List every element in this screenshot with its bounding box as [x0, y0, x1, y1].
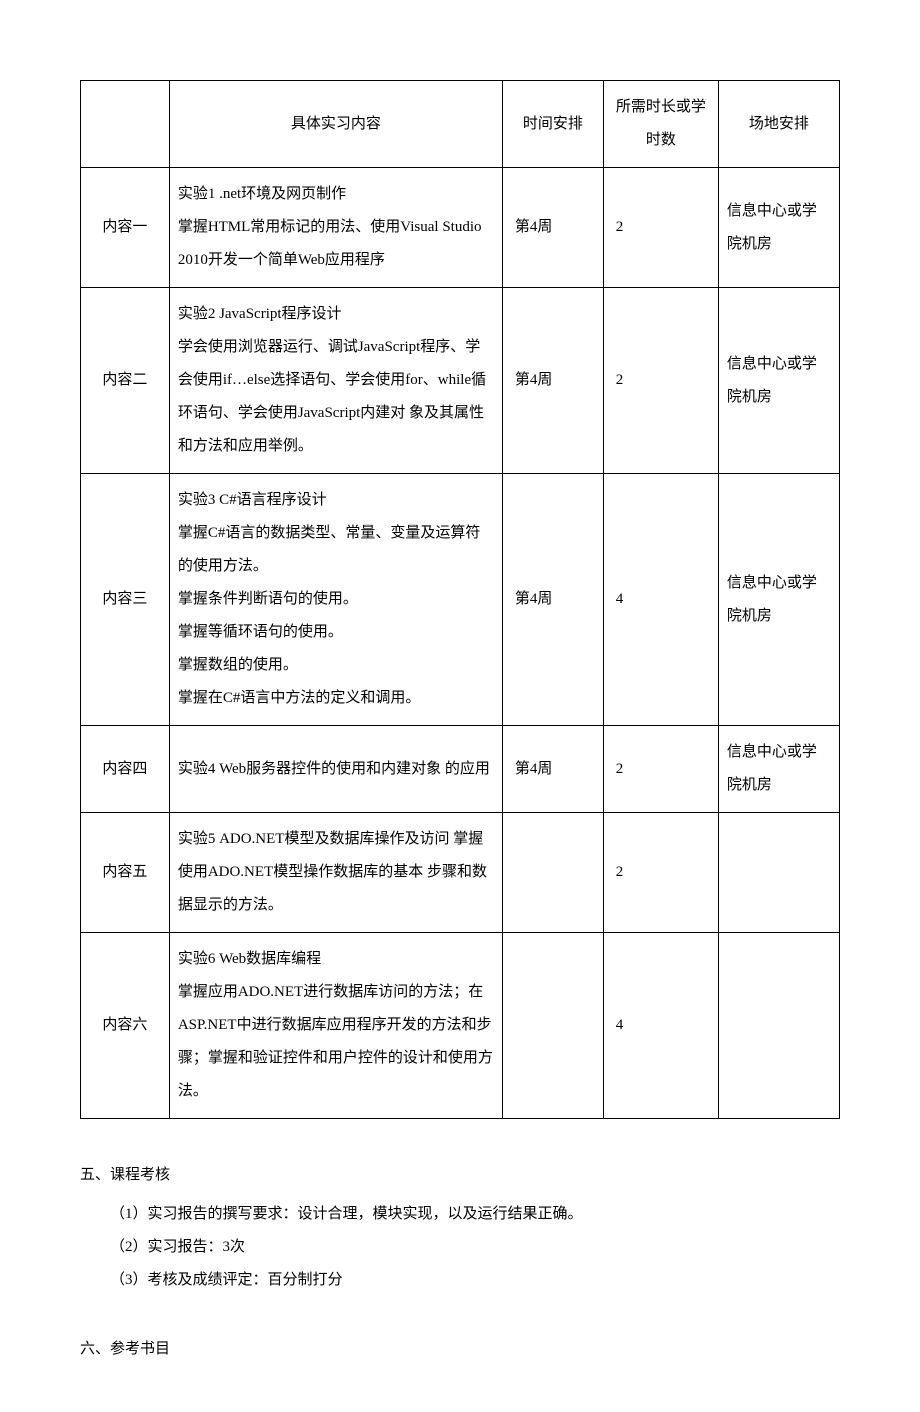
cell-time: 第4周: [502, 726, 603, 813]
cell-time: [502, 813, 603, 933]
cell-content: 实验2 JavaScript程序设计 学会使用浏览器运行、调试JavaScrip…: [169, 288, 502, 474]
cell-hours: 2: [603, 168, 718, 288]
cell-time: 第4周: [502, 168, 603, 288]
table-row: 内容六 实验6 Web数据库编程 掌握应用ADO.NET进行数据库访问的方法；在…: [81, 933, 840, 1119]
table-row: 内容三 实验3 C#语言程序设计 掌握C#语言的数据类型、常量、变量及运算符的使…: [81, 474, 840, 726]
table-row: 内容一 实验1 .net环境及网页制作 掌握HTML常用标记的用法、使用Visu…: [81, 168, 840, 288]
cell-label: 内容一: [81, 168, 170, 288]
cell-label: 内容四: [81, 726, 170, 813]
cell-hours: 4: [603, 474, 718, 726]
header-hours: 所需时长或学时数: [603, 81, 718, 168]
assessment-item: （1）实习报告的撰写要求：设计合理，模块实现，以及运行结果正确。: [80, 1198, 840, 1231]
cell-content: 实验4 Web服务器控件的使用和内建对象 的应用: [169, 726, 502, 813]
table-header-row: 具体实习内容 时间安排 所需时长或学时数 场地安排: [81, 81, 840, 168]
cell-hours: 2: [603, 813, 718, 933]
section-references-heading: 六、参考书目: [80, 1333, 840, 1366]
cell-label: 内容五: [81, 813, 170, 933]
cell-time: [502, 933, 603, 1119]
cell-venue: 信息中心或学院机房: [718, 288, 839, 474]
cell-venue: 信息中心或学院机房: [718, 168, 839, 288]
header-label: [81, 81, 170, 168]
header-content: 具体实习内容: [169, 81, 502, 168]
cell-label: 内容三: [81, 474, 170, 726]
table-row: 内容四 实验4 Web服务器控件的使用和内建对象 的应用 第4周 2 信息中心或…: [81, 726, 840, 813]
cell-time: 第4周: [502, 474, 603, 726]
cell-venue: 信息中心或学院机房: [718, 474, 839, 726]
cell-content: 实验1 .net环境及网页制作 掌握HTML常用标记的用法、使用Visual S…: [169, 168, 502, 288]
table-row: 内容五 实验5 ADO.NET模型及数据库操作及访问 掌握使用ADO.NET模型…: [81, 813, 840, 933]
cell-venue: [718, 813, 839, 933]
cell-hours: 2: [603, 288, 718, 474]
cell-venue: [718, 933, 839, 1119]
cell-time: 第4周: [502, 288, 603, 474]
cell-label: 内容二: [81, 288, 170, 474]
cell-venue: 信息中心或学院机房: [718, 726, 839, 813]
cell-hours: 2: [603, 726, 718, 813]
cell-hours: 4: [603, 933, 718, 1119]
table-row: 内容二 实验2 JavaScript程序设计 学会使用浏览器运行、调试JavaS…: [81, 288, 840, 474]
cell-content: 实验3 C#语言程序设计 掌握C#语言的数据类型、常量、变量及运算符的使用方法。…: [169, 474, 502, 726]
header-venue: 场地安排: [718, 81, 839, 168]
assessment-item: （3）考核及成绩评定：百分制打分: [80, 1264, 840, 1297]
section-assessment-heading: 五、课程考核: [80, 1159, 840, 1192]
cell-content: 实验6 Web数据库编程 掌握应用ADO.NET进行数据库访问的方法；在ASP.…: [169, 933, 502, 1119]
assessment-item: （2）实习报告：3次: [80, 1231, 840, 1264]
internship-content-table: 具体实习内容 时间安排 所需时长或学时数 场地安排 内容一 实验1 .net环境…: [80, 80, 840, 1119]
cell-label: 内容六: [81, 933, 170, 1119]
cell-content: 实验5 ADO.NET模型及数据库操作及访问 掌握使用ADO.NET模型操作数据…: [169, 813, 502, 933]
header-time: 时间安排: [502, 81, 603, 168]
